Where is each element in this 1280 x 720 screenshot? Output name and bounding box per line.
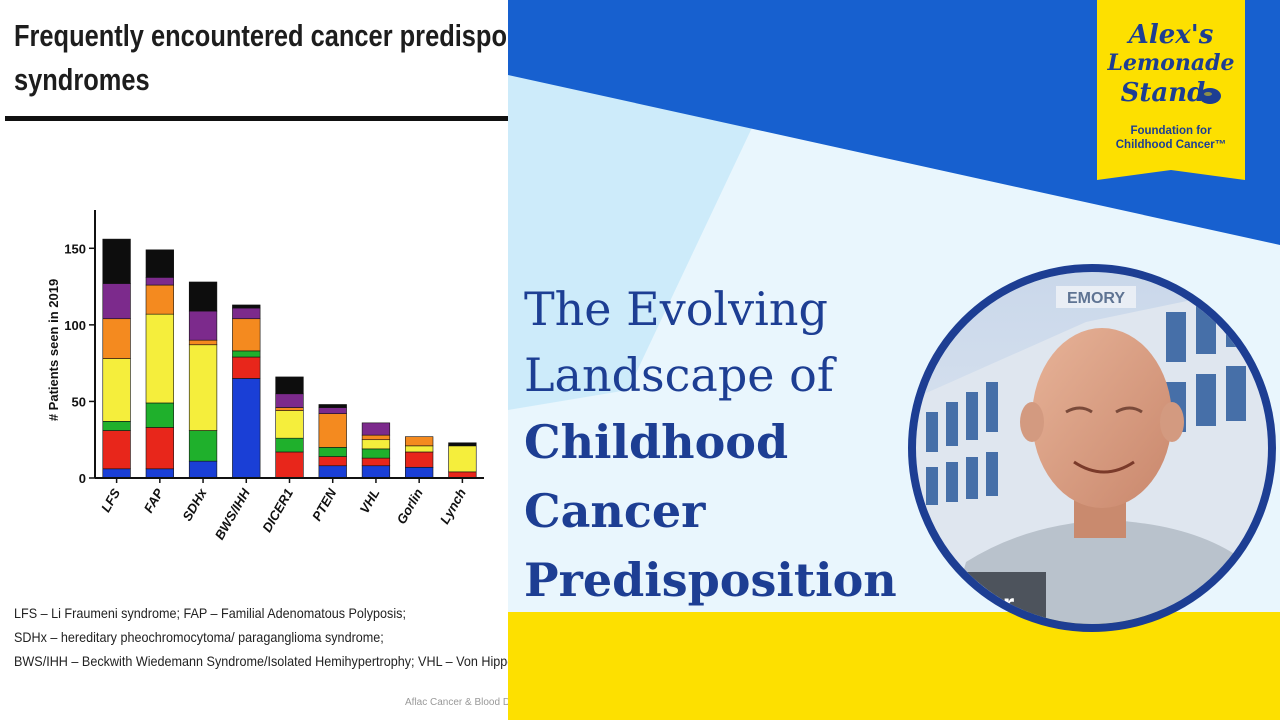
- bar-segment-pten-4: [318, 413, 347, 448]
- x-tick-label: VHL: [357, 486, 383, 516]
- building-sign-plate: [1056, 286, 1136, 308]
- logo-line-2: Lemonade: [1107, 50, 1235, 76]
- bar-segment-lfs-4: [102, 318, 131, 359]
- bar-segment-fap-5: [145, 277, 174, 286]
- bar-segment-dicer1-6: [275, 376, 304, 395]
- bar-segment-gorlin-0: [405, 466, 434, 479]
- bar-segment-vhl-5: [361, 422, 391, 436]
- bar-segment-sdhx-0: [188, 460, 218, 479]
- bar-segment-pten-1: [318, 456, 347, 467]
- x-tick-label: Lynch: [437, 486, 469, 527]
- bar-segment-vhl-2: [361, 448, 391, 459]
- bar-segment-bws-ihh-5: [232, 307, 261, 320]
- bar-segment-gorlin-3: [405, 445, 434, 453]
- bar-segment-dicer1-4: [275, 407, 304, 411]
- y-tick-label: 50: [72, 394, 86, 409]
- bar-segment-lfs-5: [102, 283, 131, 320]
- speaker-video-feed: EMORY ter: [908, 264, 1276, 632]
- y-axis-label: # Patients seen in 2019: [46, 279, 61, 421]
- headline-line-2: Landscape of: [524, 348, 834, 402]
- bar-segment-vhl-1: [361, 457, 391, 467]
- bar-segment-dicer1-1: [275, 451, 304, 479]
- x-tick-label: PTEN: [309, 485, 340, 523]
- lemon-icon: [1199, 88, 1221, 104]
- headline-line-3: Childhood: [524, 415, 789, 469]
- bar-segment-lynch-3: [448, 445, 477, 473]
- headline-line-1: The Evolving: [524, 282, 828, 336]
- bar-segment-bws-ihh-2: [232, 350, 261, 358]
- bar-segment-sdhx-3: [188, 344, 218, 431]
- abbreviation-line-2: SDHx – hereditary pheochromocytoma/ para…: [14, 629, 384, 645]
- bar-segment-lfs-0: [102, 468, 131, 479]
- bar-segment-lfs-2: [102, 421, 131, 431]
- bar-segment-pten-6: [318, 404, 347, 408]
- y-tick-label: 100: [64, 318, 86, 333]
- bar-segment-sdhx-5: [188, 310, 218, 341]
- blue-band: [508, 0, 1280, 245]
- abbreviation-notes: LFS – Li Fraumeni syndrome; FAP – Famili…: [14, 601, 508, 673]
- x-tick-label: BWS/IHH: [212, 485, 253, 542]
- bar-segment-bws-ihh-1: [232, 356, 261, 379]
- headline-line-4: Cancer: [524, 484, 706, 538]
- bar-segment-sdhx-2: [188, 430, 218, 462]
- bar-segment-vhl-3: [361, 439, 391, 450]
- stacked-bar-chart: LFS FAP SDHx BWS/IHH DICER1 PTEN VHL Gorlin Lync…: [46, 210, 484, 542]
- bar-segment-pten-2: [318, 447, 347, 457]
- bar-segment-dicer1-5: [275, 393, 304, 408]
- bar-segment-fap-1: [145, 427, 174, 470]
- bar-segment-lfs-3: [102, 358, 131, 422]
- bar-segment-lynch-6: [448, 442, 477, 447]
- bars-layer: [102, 238, 477, 479]
- bar-segment-sdhx-4: [188, 339, 218, 346]
- bar-segment-bws-ihh-0: [232, 378, 261, 479]
- yellow-band: [508, 612, 1280, 720]
- logo-line-3: Stand: [1120, 78, 1206, 108]
- headline-line-5: Predisposition: [524, 553, 897, 607]
- bar-segment-fap-6: [145, 249, 174, 278]
- bar-segment-gorlin-4: [405, 436, 434, 447]
- x-tick-label: LFS: [98, 486, 123, 515]
- bar-segment-fap-0: [145, 468, 174, 479]
- bar-segment-lfs-6: [102, 238, 131, 284]
- bar-segment-dicer1-3: [275, 410, 304, 439]
- speaker-face: [1032, 328, 1172, 508]
- headline: The Evolving Landscape of Childhood Canc…: [524, 276, 897, 615]
- slide-title: Frequently encountered cancer predispos …: [14, 14, 508, 102]
- logo-line-1: Alex's: [1128, 20, 1214, 50]
- alexs-lemonade-stand-logo: Alex's Lemonade Stand Foundation for Chi…: [1097, 0, 1245, 180]
- slide-footer: Aflac Cancer & Blood D: [405, 697, 508, 708]
- bar-segment-bws-ihh-6: [232, 304, 261, 309]
- y-tick-label: 150: [64, 241, 86, 256]
- bar-segment-vhl-4: [361, 434, 391, 441]
- abbreviation-line-3: BWS/IHH – Beckwith Wiedemann Syndrome/Is…: [14, 653, 508, 669]
- x-tick-label: Gorlin: [394, 486, 426, 527]
- abbreviation-line-1: LFS – Li Fraumeni syndrome; FAP – Famili…: [14, 605, 406, 621]
- slide-title-line-2: syndromes: [14, 62, 150, 97]
- bar-segment-fap-4: [145, 284, 174, 315]
- x-tick-label: DICER1: [259, 486, 296, 535]
- bar-segment-fap-2: [145, 402, 174, 428]
- bar-segment-vhl-0: [361, 465, 391, 479]
- bar-segment-gorlin-1: [405, 451, 434, 468]
- x-tick-label: FAP: [141, 486, 167, 516]
- video-frame-ring: [908, 264, 1276, 632]
- bar-segment-fap-3: [145, 313, 174, 404]
- title-divider: [5, 116, 508, 121]
- branding-panel: The Evolving Landscape of Childhood Canc…: [508, 0, 1280, 720]
- bar-segment-pten-5: [318, 407, 347, 414]
- slide-title-line-1: Frequently encountered cancer predispos: [14, 18, 508, 53]
- x-tick-label: SDHx: [179, 485, 210, 523]
- bar-segment-pten-0: [318, 465, 347, 479]
- presentation-slide: Frequently encountered cancer predispos …: [0, 0, 508, 720]
- bar-segment-dicer1-2: [275, 437, 304, 453]
- logo-tagline-1: Foundation for: [1130, 125, 1212, 137]
- logo-tagline-2: Childhood Cancer™: [1115, 139, 1227, 151]
- building-sign: EMORY: [1067, 290, 1125, 307]
- bar-segment-bws-ihh-4: [232, 318, 261, 352]
- logo-tagline: Foundation for Childhood Cancer™: [1097, 124, 1245, 152]
- bar-segment-lfs-1: [102, 430, 131, 470]
- y-tick-label: 0: [79, 471, 86, 486]
- bar-segment-sdhx-6: [188, 281, 218, 312]
